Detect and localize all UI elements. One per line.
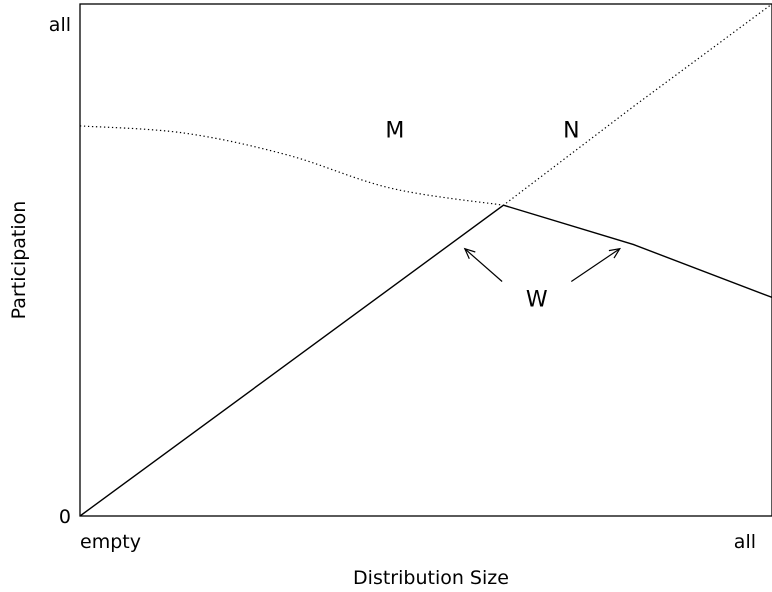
annotation-label-w: W bbox=[526, 287, 548, 312]
arrow-head bbox=[608, 247, 622, 259]
arrow-layer bbox=[463, 247, 622, 283]
plot-area-frame bbox=[79, 3, 772, 517]
x-tick-label-left: empty bbox=[80, 531, 141, 553]
x-axis-label: Distribution Size bbox=[353, 567, 509, 589]
arrow-shaft bbox=[464, 248, 503, 282]
y-tick-label-top: all bbox=[49, 14, 71, 36]
y-axis-label: Participation bbox=[8, 201, 30, 320]
arrow-head bbox=[463, 247, 476, 259]
arrow-2 bbox=[570, 247, 622, 283]
series-layer bbox=[79, 3, 772, 517]
arrow-shaft bbox=[570, 248, 621, 283]
series-line-1-dotted bbox=[79, 3, 772, 206]
annotation-layer: M N W bbox=[385, 118, 579, 312]
y-tick-label-bottom: 0 bbox=[59, 506, 71, 528]
series-line-2-solid bbox=[79, 204, 772, 517]
annotation-label-m: M bbox=[385, 118, 404, 143]
x-tick-label-right: all bbox=[734, 531, 756, 553]
annotation-label-n: N bbox=[563, 118, 579, 143]
arrow-1 bbox=[463, 247, 503, 282]
